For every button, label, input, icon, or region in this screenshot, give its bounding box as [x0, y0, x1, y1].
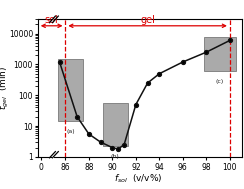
Text: (b): (b) — [111, 154, 120, 159]
Bar — [103, 103, 128, 146]
Text: gel: gel — [140, 15, 155, 25]
Text: $t_{gel}$  (min): $t_{gel}$ (min) — [0, 66, 11, 110]
Text: (a): (a) — [66, 129, 75, 134]
Text: $f_{sol}$  (v/v%): $f_{sol}$ (v/v%) — [114, 173, 163, 185]
Text: sol: sol — [45, 15, 59, 25]
Bar — [204, 37, 236, 71]
Text: (c): (c) — [216, 79, 224, 84]
Bar — [58, 59, 83, 121]
